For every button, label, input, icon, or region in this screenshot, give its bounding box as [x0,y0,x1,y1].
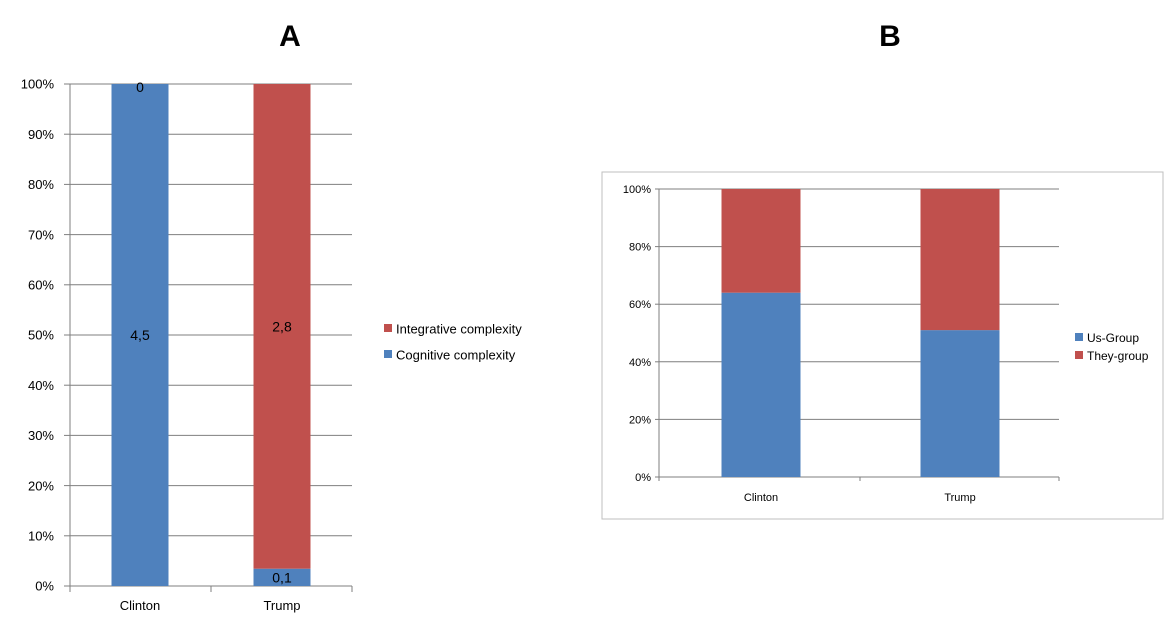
chart-b-legend-label: They-group [1087,349,1149,363]
panel-a-label: A [279,20,301,53]
chart-a-y-tick-label: 90% [28,127,54,142]
chart-a: 0% 10% 20% 30% 40% 50% 60% 70% 80% 90% 100% 4,5 0 Cli… [21,77,522,613]
chart-a-bar-cognitive-complexity-trump [253,568,311,586]
chart-b-y-tick-label: 100% [623,184,651,196]
chart-b-bar-us-group-trump [920,330,1000,477]
chart-a-legend-swatch [384,324,392,332]
chart-a-data-label: 2,8 [272,318,292,334]
chart-a-data-label: 0 [136,79,144,95]
chart-b-legend-swatch [1075,351,1083,359]
chart-a-y-tick-label: 10% [28,528,54,543]
chart-a-y-tick-label: 70% [28,227,54,242]
chart-b-y-tick-label: 40% [629,357,651,369]
chart-b-y-tick-label: 80% [629,242,651,254]
chart-a-y-tick-label: 0% [35,579,54,594]
chart-a-legend-label: Integrative complexity [396,321,522,336]
chart-a-y-tick-label: 50% [28,328,54,343]
chart-a-y-tick-label: 30% [28,428,54,443]
chart-b-y-tick-label: 60% [629,299,651,311]
chart-a-x-tick-label: Trump [263,598,300,613]
chart-a-y-tick-label: 80% [28,177,54,192]
chart-a-y-tick-label: 40% [28,378,54,393]
chart-b-legend-swatch [1075,333,1083,341]
chart-a-y-tick-label: 20% [28,478,54,493]
chart-a-x-tick-label: Clinton [120,598,160,613]
chart-b-y-tick-label: 20% [629,414,651,426]
chart-a-y-tick-label: 60% [28,277,54,292]
chart-a-data-label: 4,5 [130,327,150,343]
chart-a-data-label: 0,1 [272,569,292,585]
chart-b-x-tick-label: Trump [944,492,975,504]
chart-b-bar-us-group-clinton [721,292,801,477]
chart-a-legend-swatch [384,350,392,358]
chart-a-legend-label: Cognitive complexity [396,347,516,362]
chart-b-bar-they-group-trump [920,189,1000,331]
chart-b-legend-label: Us-Group [1087,331,1139,345]
chart-b-frame [601,171,1164,520]
chart-b-y-tick-label: 0% [635,472,651,484]
chart-b: 0% 20% 40% 60% 80% 100% Clinton Trump Us-Group Th… [623,184,1149,504]
chart-a-y-tick-label: 100% [21,77,55,92]
chart-b-bar-they-group-clinton [721,189,801,293]
chart-a-bar-integrative-complexity-trump [253,84,311,569]
chart-b-x-tick-label: Clinton [744,492,778,504]
panel-b-label: B [879,20,901,53]
chart-a-bar-cognitive-complexity-clinton [111,84,169,586]
